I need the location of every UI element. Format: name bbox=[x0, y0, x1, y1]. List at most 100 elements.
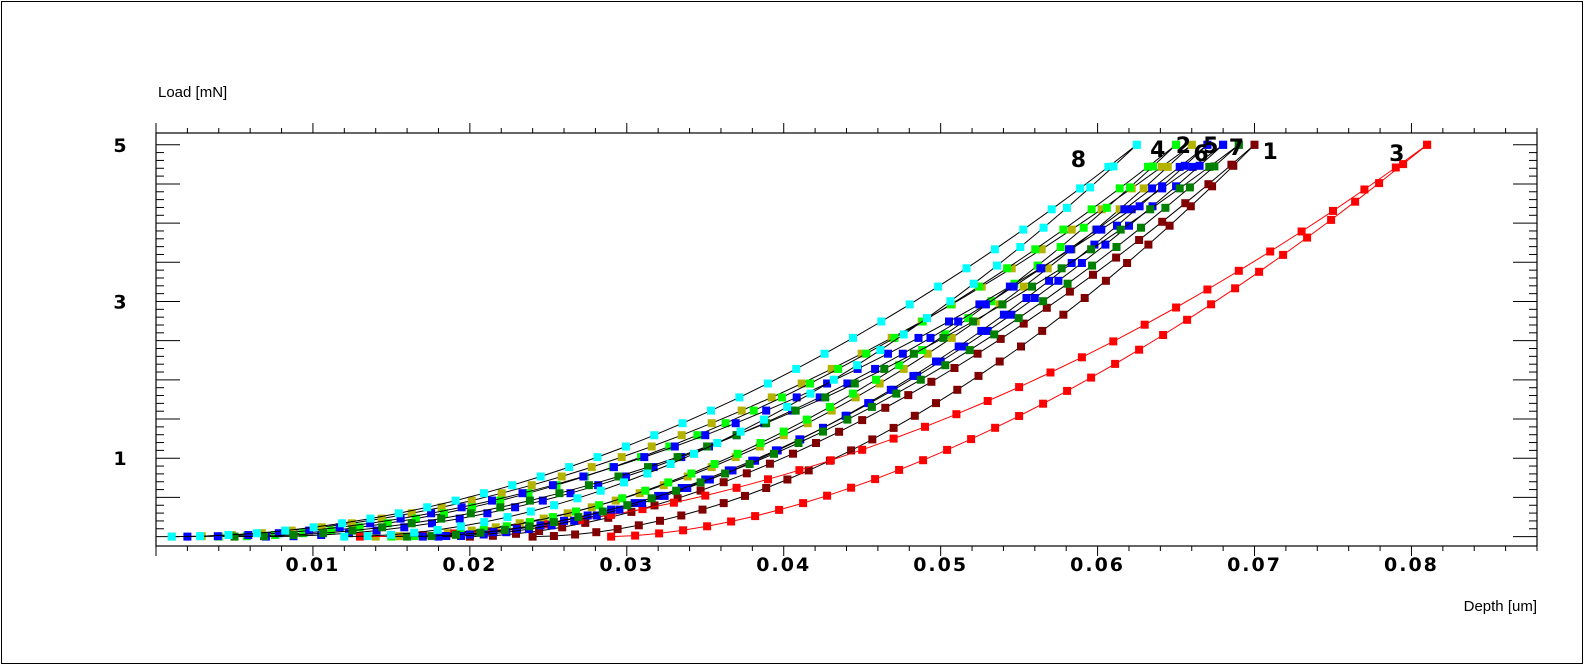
data-point bbox=[497, 489, 506, 498]
data-point bbox=[1125, 183, 1134, 192]
data-point bbox=[660, 491, 669, 500]
data-point bbox=[1088, 261, 1097, 270]
data-point bbox=[587, 463, 596, 472]
data-point bbox=[899, 330, 908, 339]
data-point bbox=[731, 419, 740, 428]
data-point bbox=[650, 431, 659, 440]
data-point bbox=[847, 483, 856, 492]
data-point bbox=[977, 326, 986, 335]
data-point bbox=[1185, 183, 1194, 192]
data-point bbox=[535, 527, 544, 535]
data-point bbox=[1080, 294, 1089, 302]
data-point bbox=[309, 523, 318, 532]
data-point bbox=[386, 530, 395, 539]
data-point bbox=[1092, 225, 1101, 234]
axis-ticks bbox=[155, 123, 1538, 556]
data-point bbox=[701, 475, 710, 484]
data-point bbox=[919, 456, 928, 465]
data-point bbox=[1042, 303, 1051, 312]
data-point bbox=[363, 532, 372, 541]
data-point bbox=[536, 472, 545, 481]
data-point bbox=[812, 439, 820, 447]
data-point bbox=[823, 491, 832, 500]
data-point bbox=[230, 532, 239, 541]
data-point bbox=[411, 514, 420, 523]
data-point bbox=[673, 494, 682, 503]
data-point bbox=[1087, 205, 1096, 214]
x-tick-label: 0.03 bbox=[599, 554, 654, 576]
data-point bbox=[620, 478, 628, 487]
data-point bbox=[638, 499, 646, 508]
data-point bbox=[1097, 205, 1106, 214]
series-3-unloading-line bbox=[611, 144, 1428, 538]
data-point bbox=[400, 523, 409, 532]
data-point bbox=[783, 475, 792, 484]
data-point bbox=[1351, 197, 1360, 206]
data-point bbox=[677, 431, 686, 440]
data-point bbox=[795, 466, 804, 475]
data-point bbox=[990, 245, 999, 254]
data-point bbox=[525, 518, 534, 527]
data-point bbox=[858, 445, 867, 454]
data-point bbox=[403, 532, 412, 541]
data-point bbox=[727, 517, 736, 526]
data-point bbox=[835, 427, 844, 436]
data-point bbox=[693, 431, 702, 440]
curve-label-6: 6 bbox=[1193, 142, 1208, 167]
data-point bbox=[548, 481, 557, 490]
data-point bbox=[1019, 225, 1028, 234]
data-point bbox=[983, 326, 992, 335]
series-1 bbox=[465, 140, 1259, 541]
data-point bbox=[1329, 206, 1337, 215]
data-point bbox=[895, 465, 904, 474]
data-point bbox=[777, 393, 786, 402]
data-point bbox=[834, 364, 843, 373]
data-point bbox=[779, 427, 788, 436]
data-point bbox=[1234, 140, 1243, 149]
curves bbox=[167, 140, 1432, 541]
data-point bbox=[656, 516, 664, 525]
data-point bbox=[1077, 353, 1086, 362]
data-point bbox=[1207, 300, 1216, 309]
curve-label-7: 7 bbox=[1229, 136, 1244, 161]
data-point bbox=[719, 499, 728, 508]
data-point bbox=[759, 415, 768, 424]
data-point bbox=[1423, 140, 1432, 149]
data-point bbox=[526, 507, 535, 516]
data-point bbox=[1109, 162, 1118, 171]
data-point bbox=[880, 364, 889, 373]
data-point bbox=[1090, 240, 1099, 249]
data-point bbox=[1014, 314, 1023, 323]
data-point bbox=[570, 516, 579, 525]
data-point bbox=[260, 532, 268, 541]
data-point bbox=[1016, 243, 1025, 251]
data-point bbox=[465, 530, 474, 539]
data-point bbox=[921, 422, 929, 431]
data-point bbox=[825, 402, 834, 411]
data-point bbox=[598, 507, 607, 516]
data-point bbox=[1208, 182, 1217, 191]
data-point bbox=[1017, 342, 1025, 351]
data-point bbox=[719, 478, 728, 487]
data-point bbox=[666, 460, 675, 468]
data-point bbox=[1054, 276, 1063, 285]
data-point bbox=[1038, 326, 1047, 335]
data-point bbox=[378, 523, 387, 532]
data-point bbox=[1327, 215, 1336, 224]
data-point bbox=[1148, 184, 1157, 193]
data-point bbox=[527, 481, 536, 490]
x-tick-label: 0.08 bbox=[1384, 554, 1439, 576]
data-point bbox=[621, 472, 630, 481]
data-point bbox=[1375, 179, 1384, 188]
data-point bbox=[1149, 162, 1157, 171]
data-point bbox=[954, 342, 963, 351]
data-point bbox=[423, 503, 432, 512]
data-point bbox=[1115, 205, 1124, 214]
data-point bbox=[1109, 337, 1118, 346]
data-point bbox=[1065, 245, 1073, 254]
data-point bbox=[549, 518, 558, 527]
data-point bbox=[679, 526, 688, 535]
data-point bbox=[1161, 203, 1170, 212]
data-point bbox=[967, 435, 976, 444]
